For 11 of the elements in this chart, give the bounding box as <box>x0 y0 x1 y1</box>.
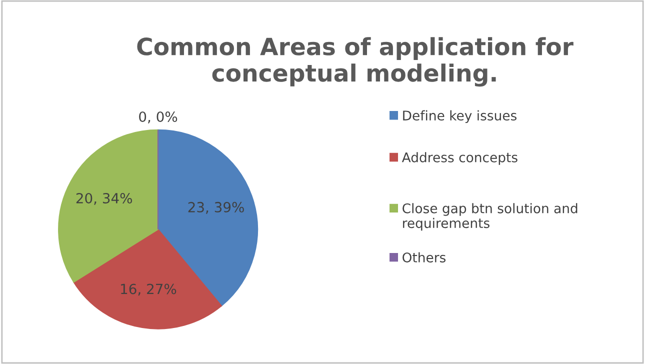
legend-label: Close gap btn solution and requirements <box>402 203 578 231</box>
data-label: 23, 39% <box>188 202 244 214</box>
data-label: 20, 34% <box>76 192 132 205</box>
data-label: 16, 27% <box>121 284 176 296</box>
legend-label: Define key issues <box>403 110 517 124</box>
pie-slice <box>73 228 222 330</box>
legend-label: Address concepts <box>402 152 518 165</box>
chart-title: Common Areas of application for conceptual modeling. <box>137 37 574 87</box>
legend-label: Others <box>402 252 446 262</box>
text: 0, 0% <box>139 111 178 124</box>
pie-slice <box>58 129 159 283</box>
